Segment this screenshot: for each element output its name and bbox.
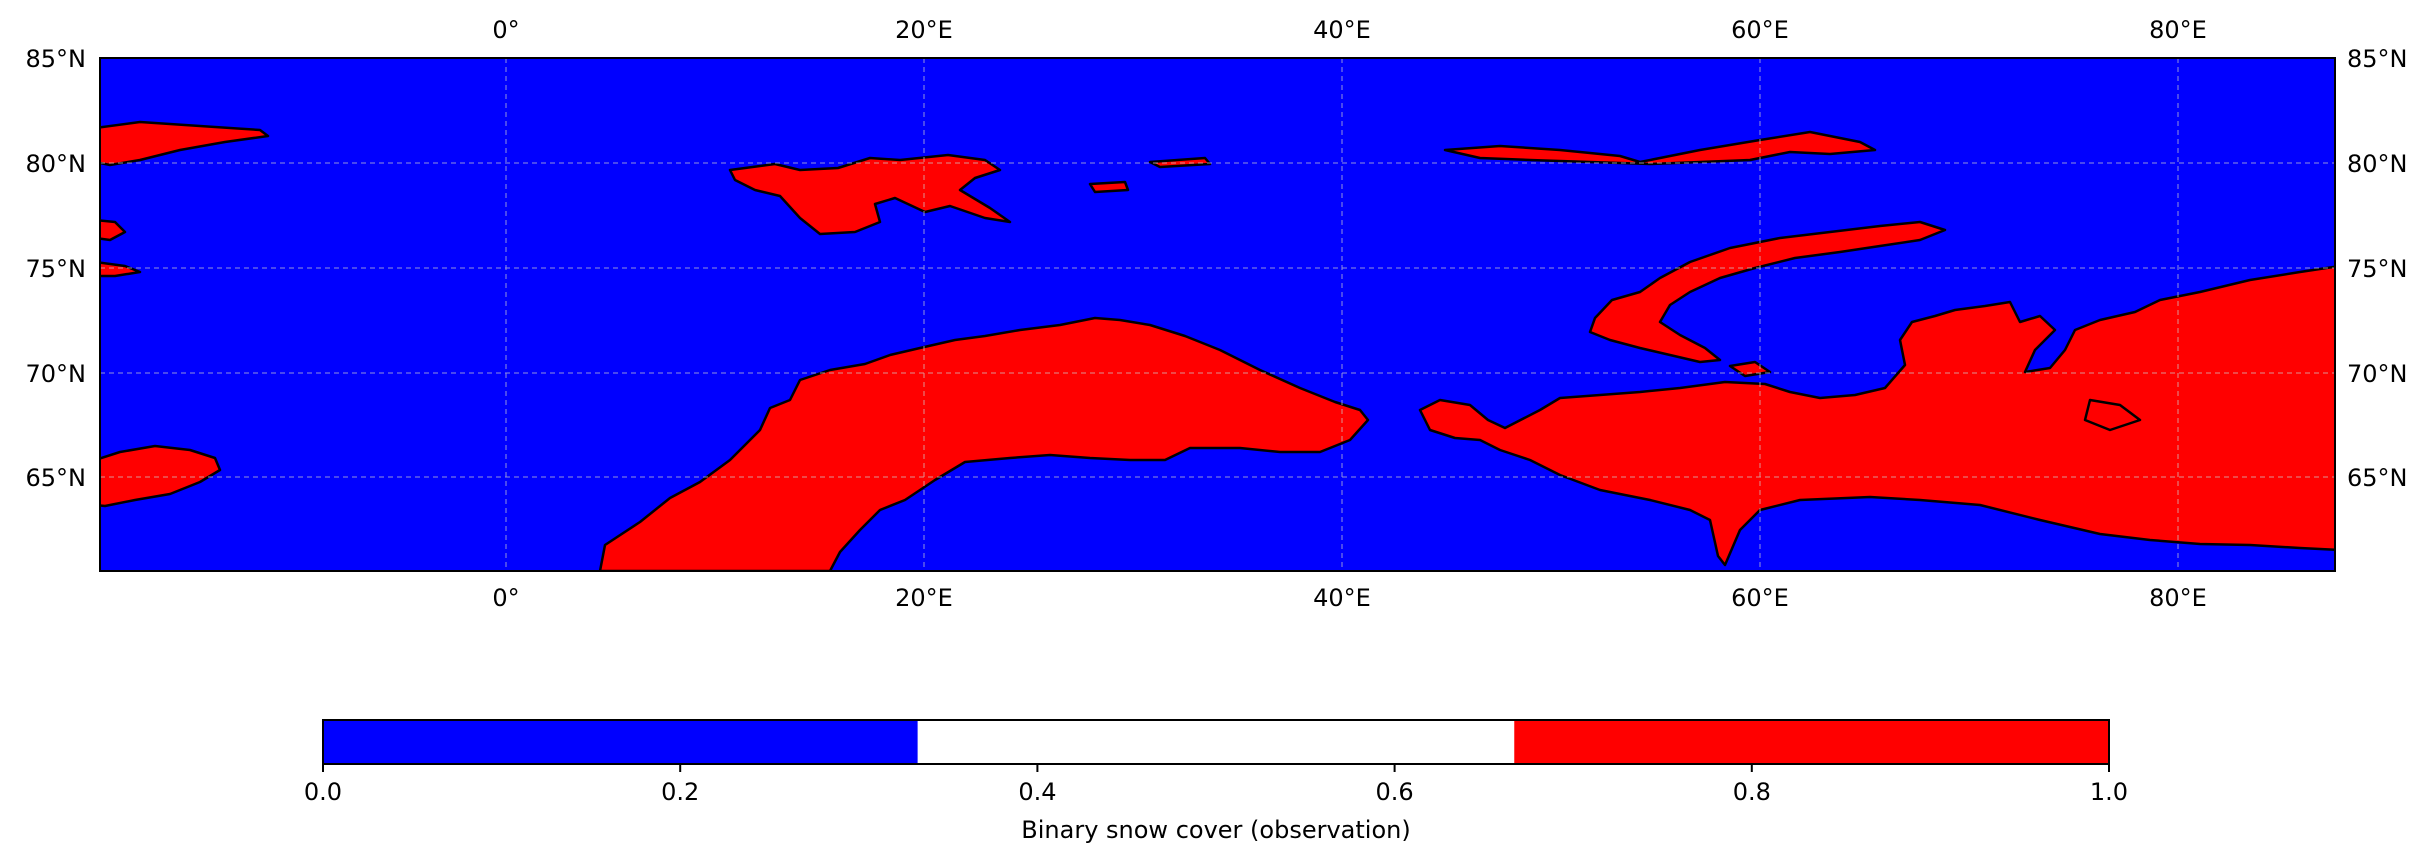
lon-label-top-0: 0° bbox=[492, 16, 519, 44]
franz-josef-land bbox=[1443, 130, 1877, 166]
lon-label-top-80e: 80°E bbox=[2149, 16, 2207, 44]
colorbar-segments bbox=[323, 720, 2109, 764]
iceland bbox=[100, 444, 222, 508]
land-masses bbox=[100, 120, 2335, 571]
lon-label-bottom-0: 0° bbox=[492, 584, 519, 612]
svalbard-east-islands bbox=[1088, 180, 1130, 194]
lon-label-bottom-40e: 40°E bbox=[1313, 584, 1371, 612]
lon-label-bottom-80e: 80°E bbox=[2149, 584, 2207, 612]
latitude-labels-left: 85°N 80°N 75°N 70°N 65°N bbox=[26, 45, 87, 492]
colorbar: 0.0 0.2 0.4 0.6 0.8 1.0 Binary snow cover (ob… bbox=[304, 719, 2128, 844]
svalbard bbox=[728, 153, 1012, 236]
lat-label-right-75n: 75°N bbox=[2347, 255, 2408, 283]
lat-label-left-65n: 65°N bbox=[26, 464, 87, 492]
lon-label-top-60e: 60°E bbox=[1731, 16, 1789, 44]
lat-label-right-85n: 85°N bbox=[2347, 45, 2408, 73]
lat-label-right-80n: 80°N bbox=[2347, 150, 2408, 178]
map-panel bbox=[99, 57, 2336, 572]
lat-label-left-70n: 70°N bbox=[26, 360, 87, 388]
colorbar-ticks: 0.0 0.2 0.4 0.6 0.8 1.0 bbox=[304, 764, 2128, 806]
lat-label-right-70n: 70°N bbox=[2347, 360, 2408, 388]
colorbar-segment-0 bbox=[323, 720, 918, 764]
colorbar-tick-label: 0.8 bbox=[1733, 778, 1771, 806]
greenland-east-fragment bbox=[100, 261, 142, 278]
longitude-labels-bottom: 0° 20°E 40°E 60°E 80°E bbox=[492, 584, 2206, 612]
colorbar-tick-label: 0.6 bbox=[1376, 778, 1414, 806]
map-frame bbox=[99, 57, 2336, 572]
lon-label-bottom-20e: 20°E bbox=[895, 584, 953, 612]
novaya-zemlya bbox=[1588, 220, 1947, 364]
lat-label-left-80n: 80°N bbox=[26, 150, 87, 178]
colorbar-tick-label: 0.2 bbox=[661, 778, 699, 806]
lat-label-left-85n: 85°N bbox=[26, 45, 87, 73]
colorbar-frame bbox=[322, 719, 2110, 765]
lon-label-bottom-60e: 60°E bbox=[1731, 584, 1789, 612]
lat-label-left-75n: 75°N bbox=[26, 255, 87, 283]
colorbar-tick-label: 0.4 bbox=[1018, 778, 1056, 806]
kola-white-sea-coast bbox=[1418, 265, 2335, 567]
lat-label-right-65n: 65°N bbox=[2347, 464, 2408, 492]
colorbar-label: Binary snow cover (observation) bbox=[1021, 816, 1410, 844]
lon-label-top-40e: 40°E bbox=[1313, 16, 1371, 44]
colorbar-tick-label: 1.0 bbox=[2090, 778, 2128, 806]
lon-label-top-20e: 20°E bbox=[895, 16, 953, 44]
greenland-north bbox=[100, 120, 270, 167]
colorbar-segment-2 bbox=[1514, 720, 2109, 764]
colorbar-tick-label: 0.0 bbox=[304, 778, 342, 806]
yamal-gulf-island bbox=[2083, 398, 2142, 432]
scandinavia-russia-mainland bbox=[598, 316, 1370, 571]
greenland-coast-fragment bbox=[100, 219, 127, 242]
latitude-labels-right: 85°N 80°N 75°N 70°N 65°N bbox=[2347, 45, 2408, 492]
colorbar-segment-1 bbox=[917, 720, 1515, 764]
longitude-labels-top: 0° 20°E 40°E 60°E 80°E bbox=[492, 16, 2206, 44]
